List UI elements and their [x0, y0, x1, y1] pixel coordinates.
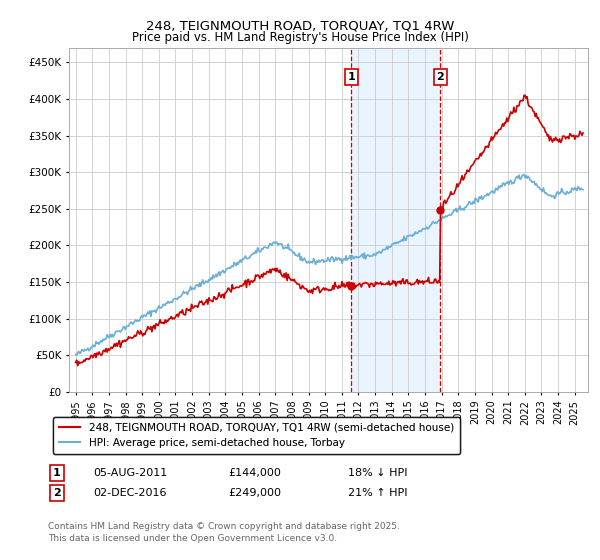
Text: 21% ↑ HPI: 21% ↑ HPI — [348, 488, 407, 498]
Text: 1: 1 — [347, 72, 355, 82]
Text: 05-AUG-2011: 05-AUG-2011 — [93, 468, 167, 478]
Text: 18% ↓ HPI: 18% ↓ HPI — [348, 468, 407, 478]
Text: Price paid vs. HM Land Registry's House Price Index (HPI): Price paid vs. HM Land Registry's House … — [131, 31, 469, 44]
Text: 1: 1 — [53, 468, 61, 478]
Text: 02-DEC-2016: 02-DEC-2016 — [93, 488, 167, 498]
Bar — [352, 48, 440, 392]
Legend: 248, TEIGNMOUTH ROAD, TORQUAY, TQ1 4RW (semi-detached house), HPI: Average price: 248, TEIGNMOUTH ROAD, TORQUAY, TQ1 4RW (… — [53, 417, 460, 454]
Text: £144,000: £144,000 — [228, 468, 281, 478]
Text: £249,000: £249,000 — [228, 488, 281, 498]
Text: 248, TEIGNMOUTH ROAD, TORQUAY, TQ1 4RW: 248, TEIGNMOUTH ROAD, TORQUAY, TQ1 4RW — [146, 20, 454, 32]
Text: Contains HM Land Registry data © Crown copyright and database right 2025.
This d: Contains HM Land Registry data © Crown c… — [48, 522, 400, 543]
Text: 2: 2 — [436, 72, 444, 82]
Text: 2: 2 — [53, 488, 61, 498]
